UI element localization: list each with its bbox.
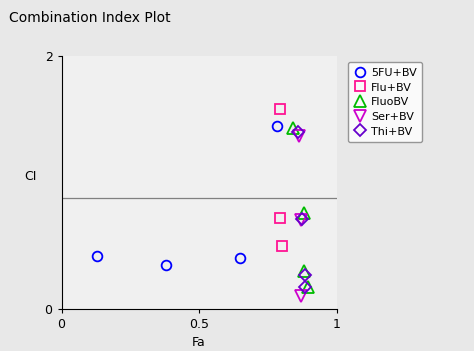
Y-axis label: CI: CI <box>25 170 37 183</box>
Ser+BV <box>297 134 302 138</box>
Flu+BV <box>279 244 284 248</box>
5FU+BV <box>274 124 280 128</box>
FluoBV <box>305 285 310 290</box>
Line: Ser+BV: Ser+BV <box>294 130 307 302</box>
Ser+BV <box>299 294 304 298</box>
Ser+BV <box>299 218 304 223</box>
X-axis label: Fa: Fa <box>192 337 206 350</box>
5FU+BV <box>237 256 243 260</box>
Legend: 5FU+BV, Flu+BV, FluoBV, Ser+BV, Thi+BV: 5FU+BV, Flu+BV, FluoBV, Ser+BV, Thi+BV <box>347 62 422 142</box>
Line: Thi+BV: Thi+BV <box>294 128 309 292</box>
Flu+BV <box>277 107 283 111</box>
Text: Combination Index Plot: Combination Index Plot <box>9 11 171 25</box>
5FU+BV <box>163 263 169 267</box>
Thi+BV <box>299 217 305 221</box>
Line: Flu+BV: Flu+BV <box>275 104 286 251</box>
FluoBV <box>301 211 306 215</box>
Flu+BV <box>277 216 283 220</box>
Thi+BV <box>302 273 308 277</box>
Line: 5FU+BV: 5FU+BV <box>92 121 283 270</box>
Thi+BV <box>302 285 308 290</box>
5FU+BV <box>94 254 100 258</box>
Thi+BV <box>295 130 301 134</box>
FluoBV <box>290 126 295 130</box>
FluoBV <box>301 269 306 273</box>
Line: FluoBV: FluoBV <box>287 122 313 293</box>
